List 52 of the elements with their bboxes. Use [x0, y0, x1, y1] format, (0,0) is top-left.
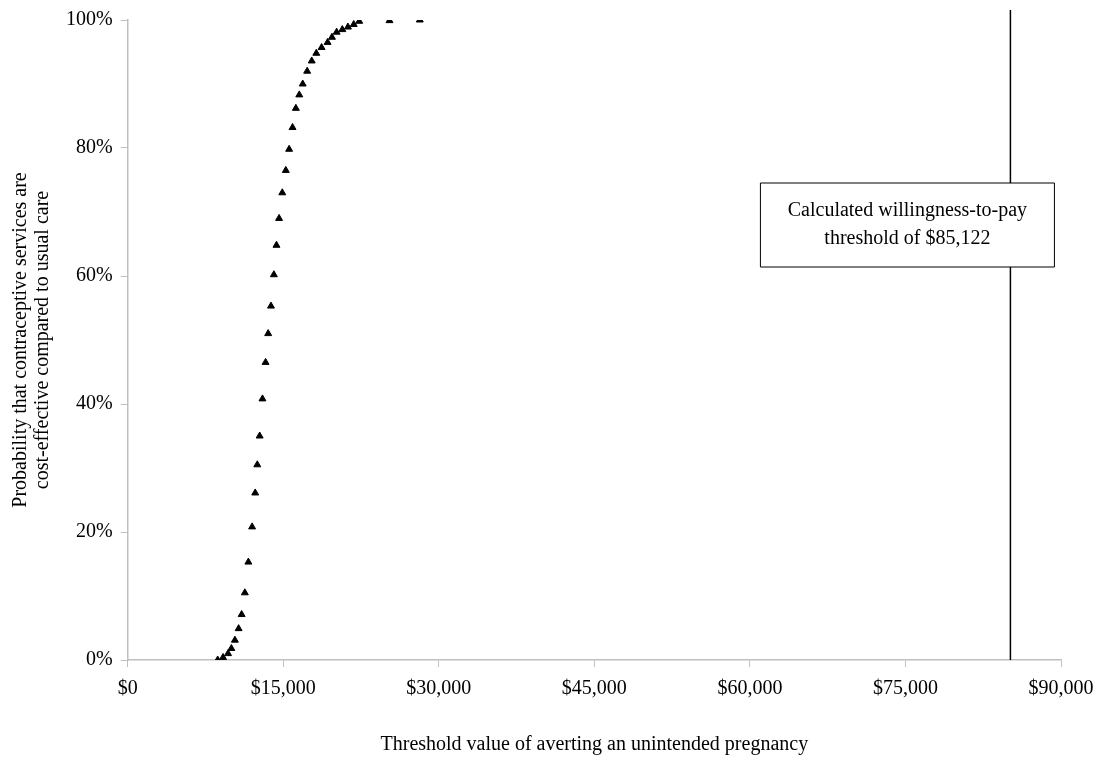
- y-tick-label: 0%: [85, 647, 113, 670]
- point: [298, 79, 307, 87]
- x-tick-label: $60,000: [717, 676, 783, 699]
- point: [343, 22, 352, 30]
- point: [323, 37, 332, 45]
- ref-line-label: Calculated willingness-to-pay threshold of $85,122: [787, 198, 1028, 249]
- point: [332, 27, 341, 35]
- point: [227, 643, 236, 651]
- point: [312, 48, 321, 56]
- point: [230, 635, 239, 643]
- point: [278, 188, 287, 196]
- x-tick-label: $15,000: [250, 676, 316, 699]
- point: [317, 43, 326, 51]
- x-tick-label: $0: [117, 676, 138, 699]
- point: [269, 270, 278, 278]
- x-tick-label: $45,000: [561, 676, 627, 699]
- point: [338, 25, 347, 33]
- point: [253, 460, 262, 468]
- point: [255, 431, 264, 439]
- point: [219, 652, 228, 660]
- point: [224, 649, 233, 657]
- point: [275, 213, 284, 221]
- point: [307, 56, 316, 64]
- y-tick-label: 100%: [65, 7, 113, 30]
- point: [267, 301, 275, 309]
- point: [349, 20, 358, 27]
- point: [234, 624, 243, 632]
- y-tick-label: 80%: [75, 135, 113, 158]
- point: [258, 394, 267, 402]
- y-tick-label: 40%: [75, 391, 113, 414]
- point: [295, 90, 304, 98]
- x-tick-label: $90,000: [1028, 676, 1094, 699]
- y-tick-label: 60%: [75, 263, 113, 286]
- y-axis-title: Probability that contraceptive services are cost-effective compared to usual care: [8, 172, 54, 508]
- x-axis-title: Threshold value of averting an unintended pregnancy: [380, 732, 809, 756]
- point: [281, 165, 290, 173]
- point: [285, 144, 294, 152]
- x-tick-label: $75,000: [872, 676, 938, 699]
- point: [248, 522, 257, 530]
- point: [237, 610, 246, 618]
- point: [272, 240, 281, 248]
- point: [251, 488, 260, 496]
- point: [240, 588, 249, 596]
- point: [327, 32, 336, 40]
- point: [264, 329, 273, 337]
- x-tick-label: $30,000: [406, 676, 472, 699]
- y-tick-label: 20%: [75, 519, 113, 542]
- point: [261, 357, 270, 365]
- point: [303, 66, 312, 74]
- point: [288, 123, 297, 131]
- point: [244, 557, 253, 565]
- point: [291, 103, 300, 111]
